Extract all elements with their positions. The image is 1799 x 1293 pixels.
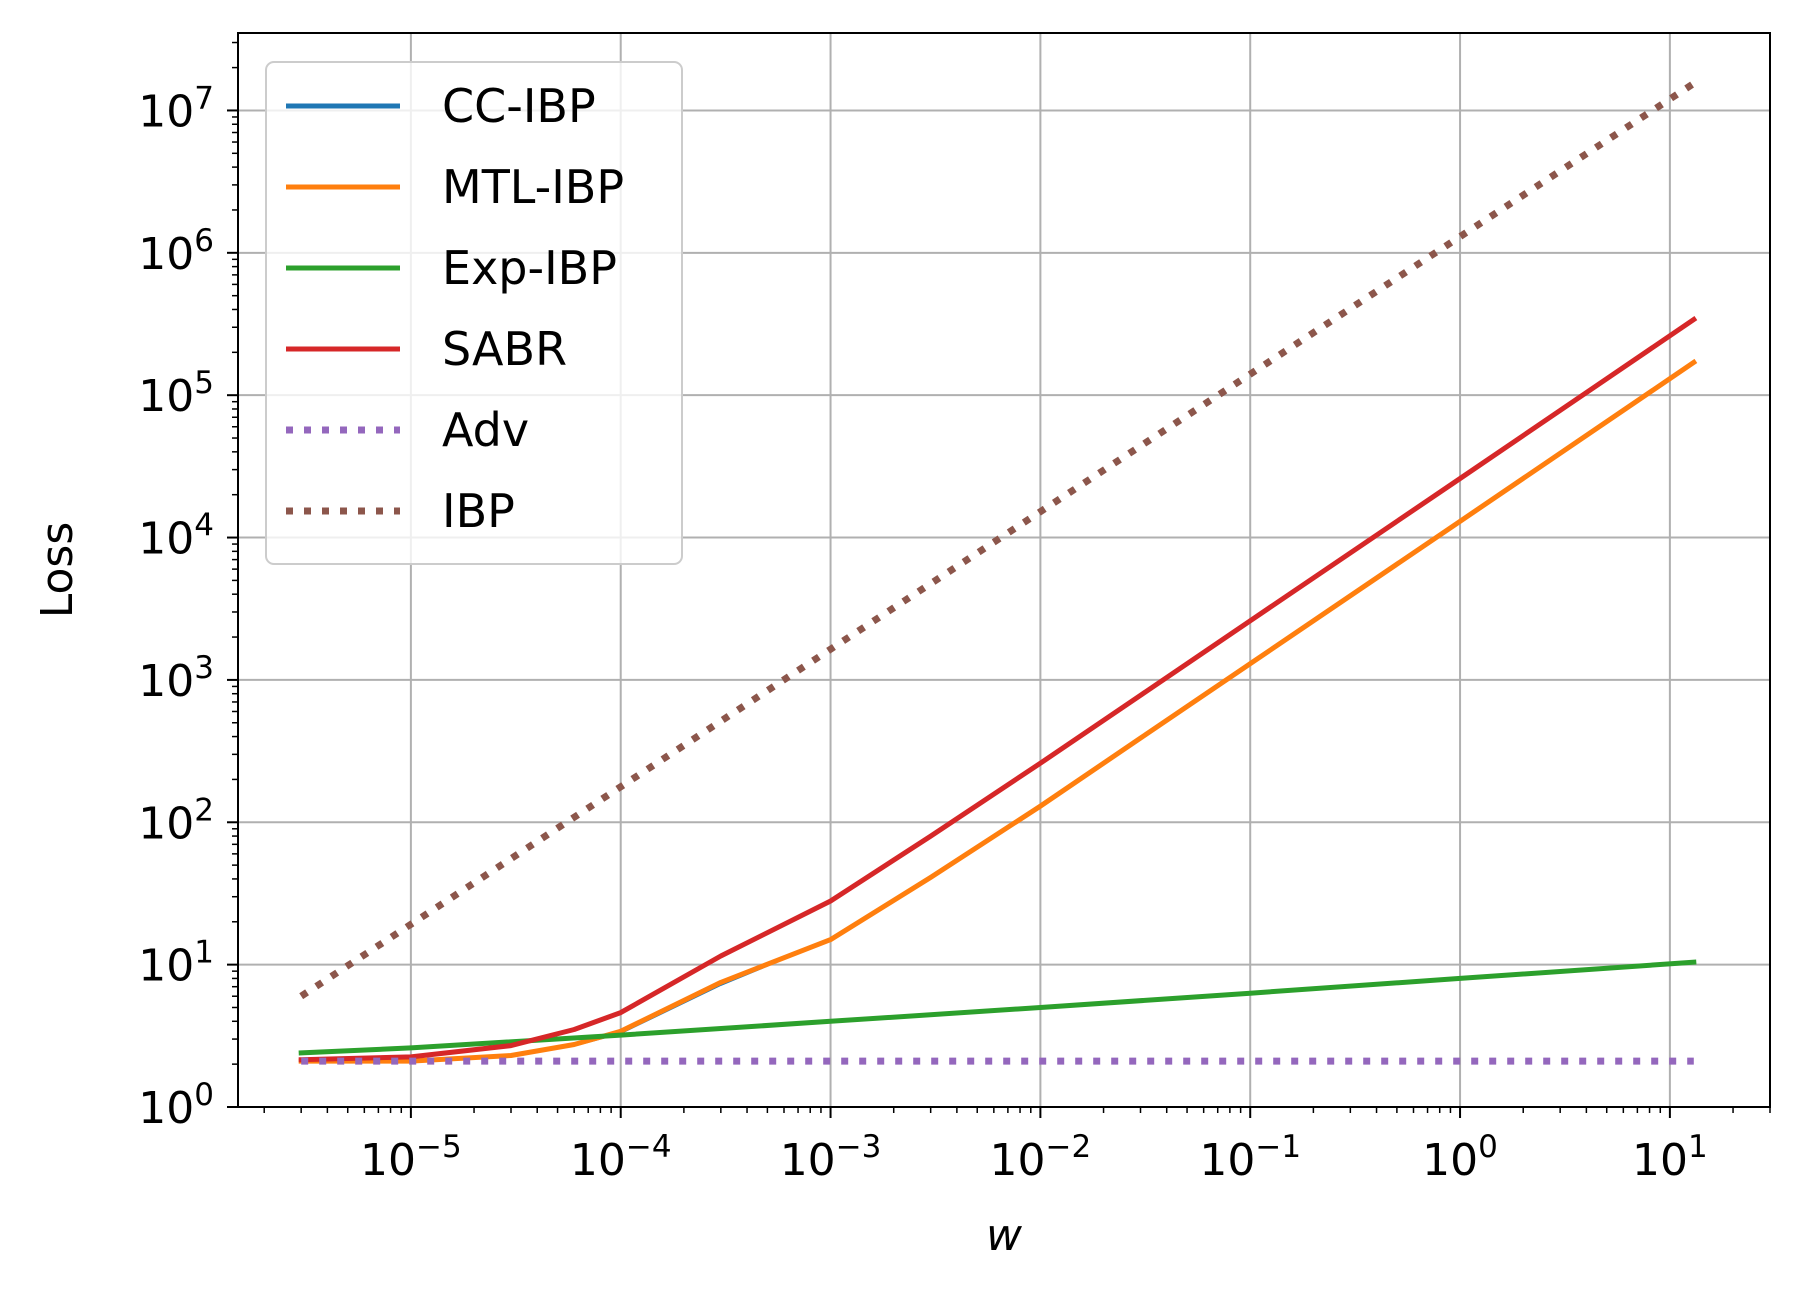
x-tick-label: 101 [1632,1129,1708,1186]
x-tick-label: 10−5 [360,1129,462,1186]
y-tick-label: 106 [138,223,214,280]
y-tick-label: 103 [138,650,214,707]
y-tick-label: 100 [138,1077,214,1134]
y-axis-label: Loss [32,522,83,619]
y-tick-label: 107 [138,80,214,137]
series-line-sabr [298,316,1698,1063]
x-tick-label: 10−3 [780,1129,882,1186]
legend-label: Adv [442,403,529,457]
legend-label: CC-IBP [442,79,596,133]
y-tick-label: 102 [138,792,214,849]
axis-ticks: 10−5 10−4 10−3 10−2 10−1 100 101 100 101 102 103 10… [138,41,1771,1186]
series-line-ibp [299,80,1696,1000]
y-tick-label: 105 [138,365,214,422]
legend-label: SABR [442,322,567,376]
series-line-mtl-ibp [298,358,1698,1064]
legend: CC-IBP MTL-IBP Exp-IBP SABR Adv IBP [265,61,683,565]
x-axis-label: w [986,1210,1023,1261]
x-tick-label: 10−1 [1199,1129,1301,1186]
series-line-exp-ibp [298,959,1697,1056]
legend-label: Exp-IBP [442,241,617,295]
x-tick-label: 10−2 [990,1129,1092,1186]
plot-series [298,80,1698,1065]
legend-label: MTL-IBP [442,160,624,214]
x-tick-label: 100 [1422,1129,1498,1186]
legend-label: IBP [442,484,515,538]
y-tick-label: 104 [138,508,214,565]
plot-frame [237,32,1771,1108]
x-tick-label: 10−4 [570,1129,672,1186]
y-tick-label: 101 [138,935,214,992]
